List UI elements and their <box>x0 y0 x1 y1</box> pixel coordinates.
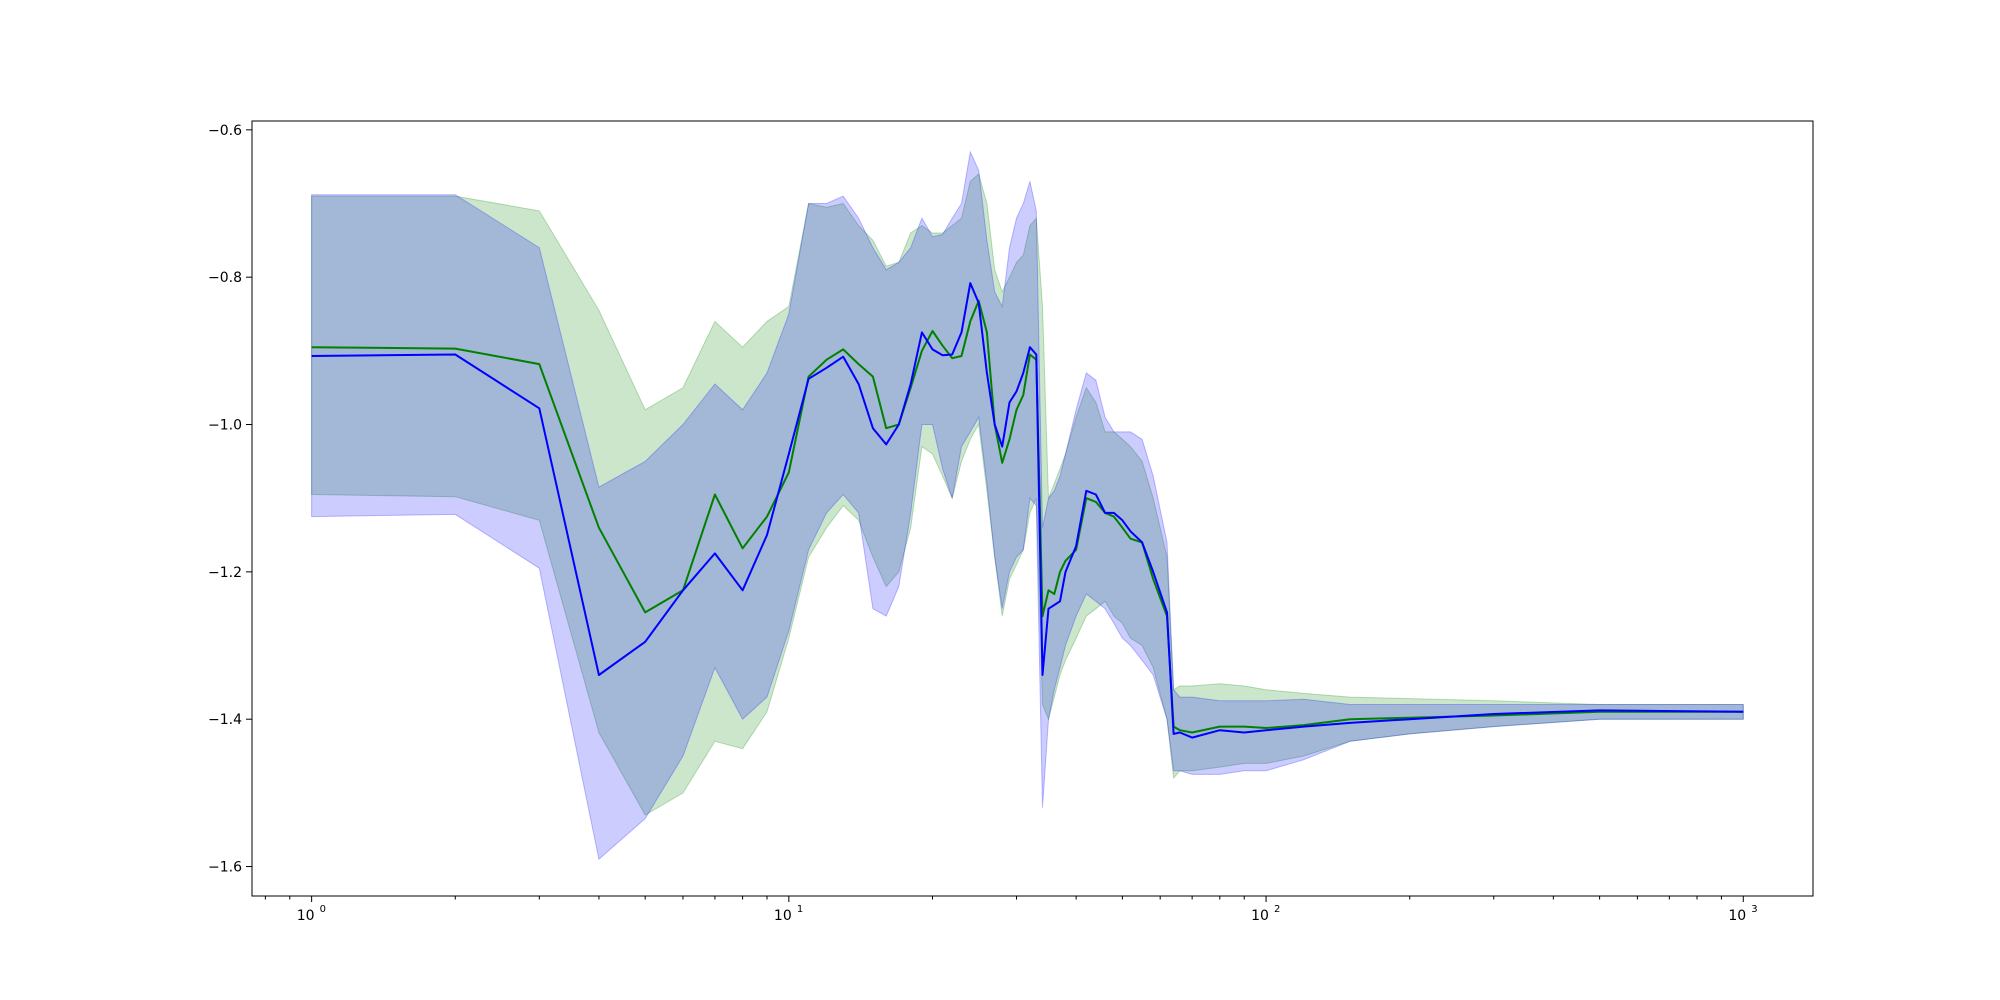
y-tick-label: −1.2 <box>208 565 242 581</box>
band-series-1 <box>311 173 1744 816</box>
y-tick-label: −1.6 <box>208 860 242 876</box>
x-tick-label: 10 <box>774 908 792 924</box>
y-axis: −0.6 −0.8 −1.0 −1.2 −1.4 −1.6 <box>208 123 252 876</box>
x-tick-exponent: 1 <box>797 904 803 915</box>
band-series-2 <box>311 150 1744 861</box>
line-series-2 <box>311 282 1744 739</box>
x-axis: 10 0 10 1 10 2 10 3 <box>264 896 1758 924</box>
x-tick-label: 10 <box>1728 908 1746 924</box>
series-lines <box>311 282 1744 739</box>
y-tick-label: −0.8 <box>208 270 242 286</box>
y-tick-label: −0.6 <box>208 123 242 139</box>
x-tick-label: 10 <box>1251 908 1269 924</box>
x-tick-exponent: 0 <box>320 904 326 915</box>
confidence-bands <box>311 150 1744 861</box>
y-tick-label: −1.0 <box>208 418 242 434</box>
x-tick-label: 10 <box>297 908 315 924</box>
y-tick-label: −1.4 <box>208 712 242 728</box>
x-tick-exponent: 3 <box>1751 904 1757 915</box>
plot-frame <box>251 120 1814 897</box>
x-tick-exponent: 2 <box>1274 904 1280 915</box>
